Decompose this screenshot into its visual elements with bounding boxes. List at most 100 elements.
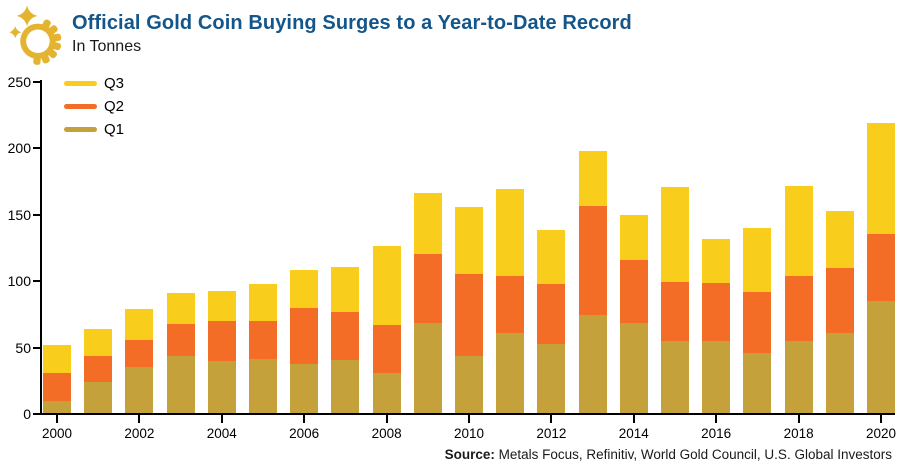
page-title: Official Gold Coin Buying Surges to a Ye… bbox=[72, 12, 632, 34]
bar-segment-2016-q1 bbox=[702, 341, 731, 413]
bar-segment-2009-q3 bbox=[413, 192, 442, 254]
bar-segment-2012-q1 bbox=[537, 343, 566, 413]
x-axis-tick bbox=[632, 415, 635, 423]
x-axis-tick-label: 2006 bbox=[289, 426, 320, 441]
bar-segment-2002-q2 bbox=[125, 339, 154, 367]
y-axis-tick-label: 250 bbox=[7, 74, 31, 90]
x-axis-tick bbox=[138, 415, 141, 423]
bar-segment-2001-q2 bbox=[84, 355, 113, 383]
y-axis-tick-label: 100 bbox=[7, 273, 31, 290]
bar-segment-2006-q2 bbox=[290, 308, 319, 364]
y-axis-tick bbox=[33, 147, 40, 150]
bar-segment-2014-q1 bbox=[619, 322, 648, 413]
bar-segment-2011-q1 bbox=[496, 333, 525, 413]
bar-segment-2011-q3 bbox=[496, 188, 525, 277]
legend-swatch-q3 bbox=[64, 81, 97, 86]
bar-segment-2005-q1 bbox=[249, 358, 277, 413]
bar-segment-2000-q3 bbox=[43, 345, 71, 374]
bar-segment-2004-q3 bbox=[207, 290, 236, 322]
bar-segment-2003-q2 bbox=[166, 324, 195, 356]
bar-segment-2014-q3 bbox=[619, 215, 648, 261]
x-axis-tick bbox=[797, 415, 800, 423]
x-axis-tick-label: 2008 bbox=[371, 426, 402, 441]
source-label: Source: bbox=[444, 447, 495, 462]
x-axis-tick bbox=[385, 415, 388, 423]
bar-segment-2017-q3 bbox=[743, 228, 772, 293]
bar-segment-2004-q2 bbox=[207, 321, 236, 362]
bar-segment-2015-q1 bbox=[661, 341, 689, 413]
bar-segment-2008-q1 bbox=[372, 373, 401, 413]
x-axis-tick-label: 2016 bbox=[701, 426, 732, 441]
bar-segment-2004-q1 bbox=[207, 361, 236, 413]
bar-segment-2001-q1 bbox=[84, 382, 113, 413]
legend-item-q3: Q3 bbox=[64, 74, 154, 94]
bar-segment-2000-q1 bbox=[43, 401, 71, 413]
bar-segment-2013-q3 bbox=[578, 151, 607, 206]
y-axis-tick bbox=[33, 213, 40, 216]
bar-segment-2013-q1 bbox=[578, 314, 607, 413]
x-axis-tick bbox=[880, 415, 882, 423]
legend-label-q2: Q2 bbox=[104, 98, 125, 115]
bar-segment-2008-q2 bbox=[372, 325, 401, 374]
legend-item-q2: Q2 bbox=[64, 97, 154, 117]
bar-segment-2012-q2 bbox=[537, 284, 566, 344]
bar-segment-2016-q2 bbox=[702, 282, 731, 342]
y-axis-tick-label: 50 bbox=[15, 339, 31, 356]
legend-swatch-q1 bbox=[64, 127, 97, 132]
y-axis-line bbox=[40, 80, 42, 415]
x-axis-tick-label: 2004 bbox=[206, 426, 237, 441]
x-axis-tick-label: 2020 bbox=[865, 426, 897, 441]
y-axis-tick-label: 150 bbox=[7, 206, 31, 223]
x-axis-tick-label: 2002 bbox=[124, 426, 155, 441]
bar-segment-2006-q3 bbox=[290, 269, 319, 309]
legend-label-q3: Q3 bbox=[104, 75, 125, 92]
bar-segment-2005-q2 bbox=[249, 321, 277, 359]
legend-swatch-q2 bbox=[64, 104, 97, 109]
bar-segment-2017-q2 bbox=[743, 292, 772, 354]
bar-segment-2016-q3 bbox=[702, 239, 731, 283]
bar-segment-2011-q2 bbox=[496, 276, 525, 334]
bar-segment-2018-q3 bbox=[784, 185, 813, 277]
bar-segment-2020-q3 bbox=[867, 123, 895, 234]
bar-segment-2020-q1 bbox=[867, 301, 895, 413]
bar-segment-2007-q2 bbox=[331, 312, 360, 360]
y-axis-tick-label: 0 bbox=[23, 406, 31, 422]
y-axis-tick bbox=[33, 81, 40, 83]
bar-segment-2020-q2 bbox=[867, 233, 895, 302]
x-axis-tick bbox=[550, 415, 553, 423]
x-axis-tick-label: 2014 bbox=[618, 426, 649, 441]
bar-segment-2003-q1 bbox=[166, 355, 195, 413]
x-axis-line bbox=[40, 413, 895, 415]
bar-segment-2017-q1 bbox=[743, 353, 772, 413]
bar-segment-2018-q2 bbox=[784, 276, 813, 342]
legend-label-q1: Q1 bbox=[104, 121, 125, 138]
chart-unit-subtitle: In Tonnes bbox=[72, 38, 142, 55]
gold-coin-with-sparkles-icon bbox=[9, 5, 62, 65]
x-axis-tick bbox=[56, 415, 58, 423]
y-axis-tick bbox=[33, 280, 40, 283]
bar-segment-2010-q2 bbox=[455, 273, 483, 356]
bar-segment-2000-q2 bbox=[43, 373, 71, 402]
bar-segment-2013-q2 bbox=[578, 205, 607, 315]
bar-segment-2003-q3 bbox=[166, 293, 195, 324]
bar-segment-2019-q2 bbox=[825, 268, 854, 334]
bar-segment-2002-q1 bbox=[125, 366, 154, 413]
bar-segment-2006-q1 bbox=[290, 363, 319, 413]
bar-segment-2010-q3 bbox=[455, 207, 483, 274]
bar-segment-2018-q1 bbox=[784, 341, 813, 413]
x-axis-tick bbox=[468, 415, 470, 423]
bar-segment-2010-q1 bbox=[455, 355, 483, 413]
x-axis-tick bbox=[220, 415, 223, 423]
bar-segment-2009-q1 bbox=[413, 322, 442, 413]
source-attribution: Source: Metals Focus, Refinitiv, World G… bbox=[445, 447, 892, 462]
legend-item-q1: Q1 bbox=[64, 120, 154, 140]
bar-segment-2007-q3 bbox=[331, 266, 360, 313]
bar-segment-2012-q3 bbox=[537, 229, 566, 285]
bar-segment-2001-q3 bbox=[84, 329, 113, 356]
bar-segment-2007-q1 bbox=[331, 359, 360, 413]
x-axis-tick-label: 2018 bbox=[783, 426, 814, 441]
bar-segment-2015-q2 bbox=[661, 281, 689, 342]
bar-segment-2005-q3 bbox=[249, 284, 277, 322]
